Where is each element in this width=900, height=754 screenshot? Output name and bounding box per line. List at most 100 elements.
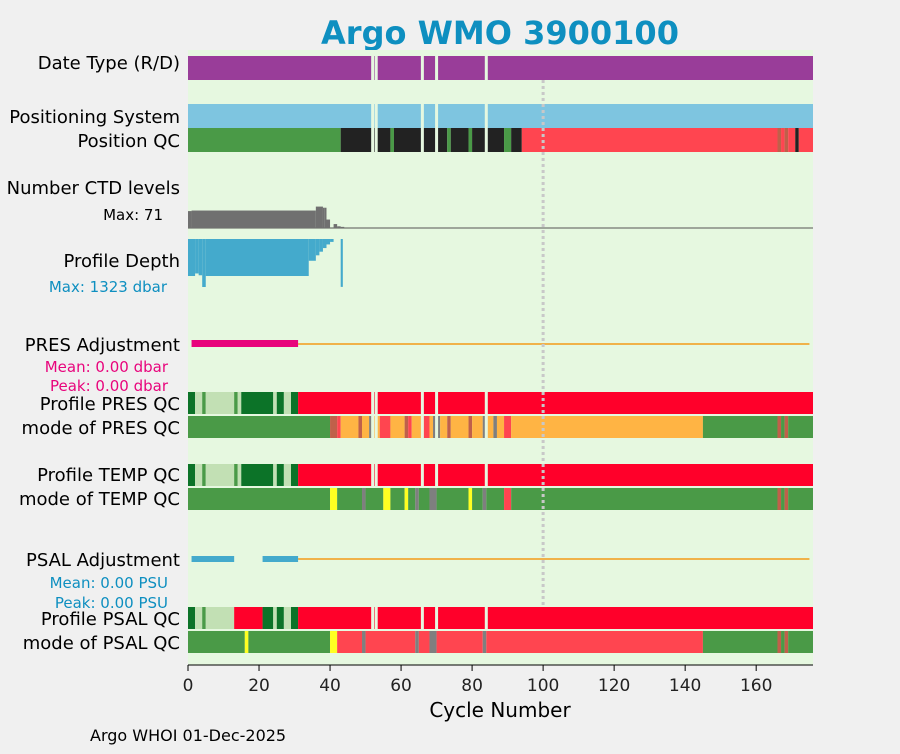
profile-psal-qc-segment [188, 607, 196, 629]
gap-stripe [435, 464, 439, 486]
profile-depth-bar [308, 239, 316, 261]
mode-pres-qc-segment [482, 416, 487, 438]
gap-stripe [420, 392, 424, 438]
gap-stripe [484, 607, 488, 629]
mode-pres-qc-segment [422, 416, 430, 438]
mode-temp-qc-segment [383, 488, 391, 510]
gap-stripe [435, 607, 439, 629]
mode-temp-qc-segment [781, 488, 785, 510]
row-label-pres-adjustment: PRES Adjustment [25, 335, 180, 356]
gap-stripe [420, 56, 424, 156]
mode-temp-qc-segment [777, 488, 782, 510]
psal-adjustment-bar [262, 556, 299, 562]
profile-psal-qc-segment [273, 607, 277, 629]
row-label-date-type: Date Type (R/D) [38, 53, 180, 74]
x-tick-label: 40 [319, 676, 341, 696]
row-label-psal-adjustment: PSAL Adjustment [26, 550, 180, 571]
gap-stripe [420, 464, 424, 486]
profile-temp-qc-segment [205, 464, 235, 486]
x-tick-label: 100 [527, 676, 559, 696]
mode-pres-qc-segment [362, 416, 370, 438]
row-label-profile-depth: Profile Depth [63, 251, 180, 272]
profile-pres-qc-segment [237, 392, 242, 414]
position-qc-segment [468, 128, 473, 152]
mode-psal-qc-segment [244, 631, 249, 653]
mode-pres-qc-segment [408, 416, 412, 438]
mode-pres-qc-segment [777, 416, 782, 438]
profile-pres-qc-segment [195, 392, 203, 414]
pres-adjustment-bar [191, 340, 299, 347]
footer-credit: Argo WHOI 01-Dec-2025 [90, 726, 286, 745]
mode-pres-qc-segment [379, 416, 391, 438]
gap-stripe [374, 607, 378, 629]
position-qc-segment [784, 128, 789, 152]
position-qc-segment [798, 128, 813, 152]
mode-temp-qc-segment [472, 488, 483, 510]
ctd-level-bar [340, 226, 345, 228]
mode-pres-qc-segment [358, 416, 363, 438]
position-qc-segment [188, 128, 341, 152]
mode-pres-qc-segment [511, 416, 703, 438]
mode-temp-qc-segment [418, 488, 430, 510]
position-qc-segment [393, 128, 448, 152]
profile-pres-qc-segment [234, 392, 238, 414]
position-qc-segment [447, 128, 451, 152]
position-qc-segment [788, 128, 796, 152]
gap-stripe [371, 464, 375, 486]
mode-temp-qc-segment [337, 488, 363, 510]
profile-pres-qc-segment [283, 392, 291, 414]
profile-depth-bar [315, 239, 320, 256]
mode-temp-qc-segment [429, 488, 437, 510]
profile-temp-qc-segment [273, 464, 277, 486]
x-tick-label: 60 [390, 676, 412, 696]
profile-temp-qc-segment [298, 464, 814, 486]
profile-depth-bar [340, 239, 343, 287]
mode-psal-qc-segment [781, 631, 785, 653]
mode-temp-qc-segment [511, 488, 778, 510]
date-type-segment [188, 56, 813, 80]
mode-psal-qc-segment [777, 631, 782, 653]
mode-pres-qc-segment [340, 416, 359, 438]
mode-pres-qc-segment [440, 416, 448, 438]
ctd-level-bar [337, 226, 341, 228]
depth-max-label: Max: 1323 dbar [49, 278, 168, 296]
gap-stripe [435, 392, 439, 438]
mode-psal-qc-segment [188, 631, 245, 653]
profile-pres-qc-segment [298, 392, 814, 414]
mode-temp-qc-segment [365, 488, 384, 510]
psal-adjustment-bar [191, 556, 235, 562]
row-label-profile-psal-qc: Profile PSAL QC [41, 609, 180, 630]
mode-pres-qc-segment [468, 416, 473, 438]
mode-pres-qc-segment [788, 416, 813, 438]
ctd-level-bar [315, 206, 323, 228]
position-qc-segment [390, 128, 394, 152]
profile-temp-qc-segment [241, 464, 274, 486]
mode-pres-qc-segment [447, 416, 451, 438]
mode-psal-qc-segment [702, 631, 778, 653]
profile-psal-qc-segment [298, 607, 814, 629]
mode-pres-qc-segment [493, 416, 497, 438]
row-label-mode-psal-qc: mode of PSAL QC [23, 633, 180, 654]
profile-psal-qc-segment [276, 607, 284, 629]
ctd-level-bar [324, 207, 327, 228]
gap-stripe [371, 56, 375, 156]
mode-temp-qc-segment [468, 488, 473, 510]
profile-psal-qc-segment [283, 607, 291, 629]
mode-pres-qc-segment [784, 416, 789, 438]
mode-pres-qc-segment [429, 416, 434, 438]
profile-depth-bar [330, 239, 334, 242]
profile-depth-bar [322, 239, 327, 249]
row-label-mode-temp-qc: mode of TEMP QC [19, 489, 180, 510]
profile-pres-qc-segment [276, 392, 284, 414]
mode-psal-qc-segment [429, 631, 437, 653]
mode-pres-qc-segment [390, 416, 405, 438]
ctd-level-bar [333, 224, 338, 228]
position-qc-segment [795, 128, 799, 152]
mode-temp-qc-segment [330, 488, 338, 510]
profile-psal-qc-segment [234, 607, 263, 629]
x-tick-label: 140 [669, 676, 701, 696]
pres-peak-label: Peak: 0.00 dbar [50, 377, 169, 395]
x-tick-label: 20 [248, 676, 270, 696]
position-qc-segment [511, 128, 522, 152]
ctd-level-bar [188, 211, 192, 228]
